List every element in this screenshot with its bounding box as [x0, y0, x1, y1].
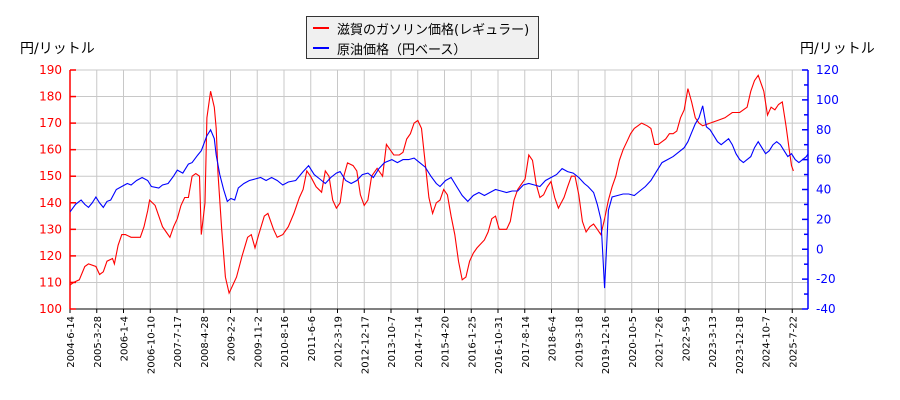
legend-item-crude-oil: 原油価格（円ベース）	[313, 39, 467, 58]
left-y-tick-label: 170	[39, 116, 62, 130]
x-tick-label: 2010-8-16	[280, 316, 291, 368]
x-tick-label: 2007-7-17	[173, 316, 184, 368]
left-y-tick-label: 190	[39, 63, 62, 77]
x-tick-label: 2005-3-28	[93, 316, 104, 368]
x-tick-label: 2004-6-14	[66, 316, 77, 368]
x-tick-label: 2006-10-10	[146, 316, 157, 374]
right-y-tick-label: 20	[816, 212, 831, 226]
x-tick-label: 2016-1-25	[467, 316, 478, 368]
x-tick-label: 2017-8-14	[521, 316, 532, 368]
x-tick-label: 2009-11-2	[253, 316, 264, 368]
x-tick-label: 2015-4-20	[441, 316, 452, 368]
x-tick-label: 2023-3-13	[708, 316, 719, 368]
left-y-tick-label: 110	[39, 275, 62, 289]
legend-label-crude-oil: 原油価格（円ベース）	[337, 42, 467, 58]
right-y-tick-label: -40	[816, 302, 836, 316]
x-tick-label: 2006-1-4	[120, 316, 131, 361]
right-y-tick-label: 100	[816, 93, 839, 107]
crude-oil-price-line	[70, 105, 808, 289]
x-tick-label: 2014-7-14	[414, 316, 425, 368]
legend-swatch-blue	[313, 47, 329, 49]
x-tick-label: 2020-10-5	[628, 316, 639, 368]
left-y-tick-label: 120	[39, 249, 62, 263]
x-tick-label: 2016-10-31	[494, 316, 505, 374]
gasoline-price-line	[70, 74, 794, 295]
left-axis-title: 円/リットル	[20, 41, 95, 57]
left-y-tick-label: 130	[39, 222, 62, 236]
x-tick-label: 2009-2-2	[227, 316, 238, 361]
left-y-tick-label: 140	[39, 196, 62, 210]
x-tick-label: 2018-6-4	[548, 316, 559, 361]
x-tick-label: 2023-12-18	[735, 316, 746, 374]
right-y-tick-label: 40	[816, 183, 831, 197]
x-tick-label: 2022-5-9	[681, 316, 692, 361]
right-axis-title: 円/リットル	[800, 41, 875, 57]
x-tick-label: 2008-4-28	[200, 316, 211, 368]
left-y-tick-label: 150	[39, 169, 62, 183]
x-tick-label: 2011-6-6	[307, 316, 318, 361]
x-tick-label: 2019-12-16	[601, 316, 612, 374]
legend-label-gasoline: 滋賀のガソリン価格(レギュラー)	[337, 22, 530, 38]
legend-item-gasoline: 滋賀のガソリン価格(レギュラー)	[313, 19, 530, 38]
right-y-tick-label: 60	[816, 153, 831, 167]
chart-legend: 滋賀のガソリン価格(レギュラー) 原油価格（円ベース）	[306, 16, 539, 59]
x-tick-label: 2013-10-7	[387, 316, 398, 368]
x-tick-label: 2025-7-22	[788, 316, 799, 368]
x-tick-label: 2012-3-19	[334, 316, 345, 368]
legend-swatch-red	[313, 27, 329, 29]
right-y-tick-label: 120	[816, 63, 839, 77]
left-y-tick-label: 100	[39, 302, 62, 316]
right-y-tick-label: 80	[816, 123, 831, 137]
right-y-tick-label: 0	[816, 242, 824, 256]
right-y-tick-label: -20	[816, 272, 836, 286]
left-y-tick-label: 160	[39, 143, 62, 157]
x-tick-label: 2012-12-17	[360, 316, 371, 374]
x-tick-label: 2024-10-7	[762, 316, 773, 368]
left-y-tick-label: 180	[39, 90, 62, 104]
x-tick-label: 2019-3-18	[574, 316, 585, 368]
x-tick-label: 2021-7-26	[655, 316, 666, 368]
